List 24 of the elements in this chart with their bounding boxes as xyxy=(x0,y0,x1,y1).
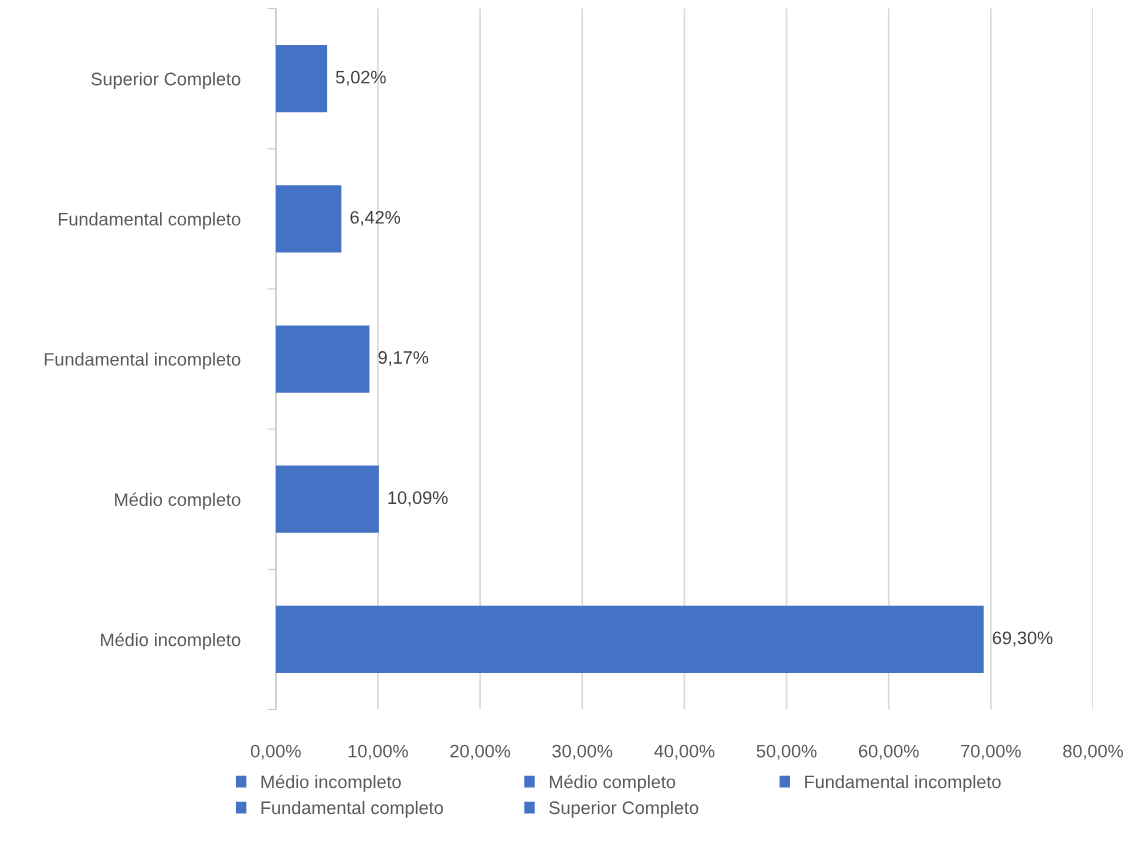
data-label: 69,30% xyxy=(992,631,1053,647)
data-label: 9,17% xyxy=(378,351,429,367)
legend-label: Fundamental completo xyxy=(261,800,444,818)
y-tick-label: Superior Completo xyxy=(91,72,241,89)
legend-label: Fundamental incompleto xyxy=(805,775,1001,792)
data-label: 5,02% xyxy=(335,70,386,86)
legend-label: Médio completo xyxy=(549,774,676,792)
x-tick-label: 30,00% xyxy=(552,744,613,760)
x-tick-label: 70,00% xyxy=(961,744,1021,760)
y-tick-label: Médio incompleto xyxy=(101,632,241,650)
x-tick-label: 80,00% xyxy=(1063,744,1123,760)
x-tick-label: 60,00% xyxy=(859,744,919,760)
legend-label: Médio incompleto xyxy=(261,774,401,792)
data-label: 10,09% xyxy=(388,491,448,507)
y-tick-label: Fundamental incompleto xyxy=(44,352,241,370)
x-tick-label: 40,00% xyxy=(654,744,715,760)
x-tick-label: 20,00% xyxy=(450,744,511,760)
x-tick-label: 10,00% xyxy=(348,744,408,760)
y-tick-label: Médio completo xyxy=(115,492,241,510)
data-label: 6,42% xyxy=(350,210,401,226)
y-tick-label: Fundamental completo xyxy=(58,212,241,230)
x-tick-label: 0,00% xyxy=(250,744,301,760)
legend-label: Superior Completo xyxy=(549,800,699,818)
x-tick-label: 50,00% xyxy=(756,744,817,760)
